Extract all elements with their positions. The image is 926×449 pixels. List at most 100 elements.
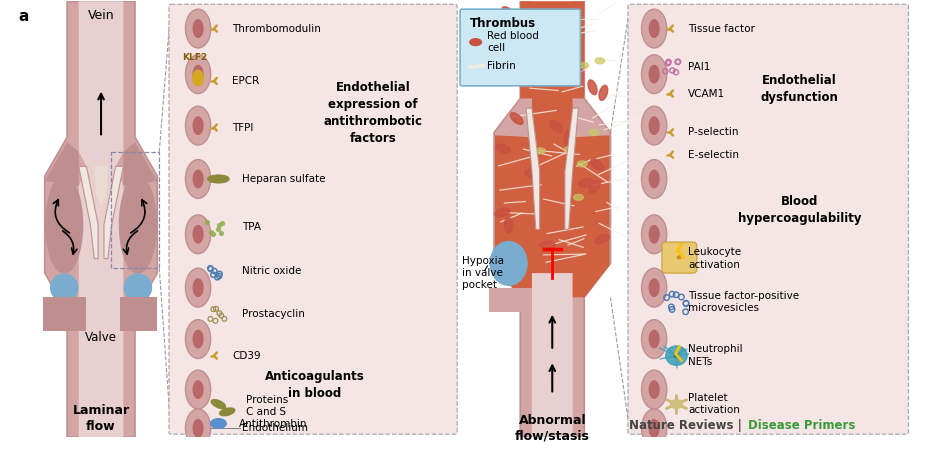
Point: [208, 317, 223, 324]
Ellipse shape: [649, 66, 659, 83]
Ellipse shape: [540, 242, 556, 249]
Text: a: a: [19, 9, 29, 24]
Ellipse shape: [185, 409, 211, 448]
Polygon shape: [79, 1, 123, 437]
Text: Disease Primers: Disease Primers: [748, 419, 856, 432]
Text: Red blood
cell: Red blood cell: [487, 31, 539, 53]
Ellipse shape: [649, 420, 659, 437]
Point: [212, 273, 227, 280]
Point: [212, 310, 227, 317]
Point: [665, 306, 680, 313]
Text: Endothelial
expression of
antithrombotic
factors: Endothelial expression of antithrombotic…: [323, 81, 422, 145]
Polygon shape: [120, 297, 157, 331]
Ellipse shape: [194, 420, 203, 437]
Point: [669, 291, 683, 298]
Ellipse shape: [490, 242, 527, 285]
Ellipse shape: [649, 279, 659, 296]
Polygon shape: [123, 142, 157, 186]
Point: [669, 69, 683, 76]
Ellipse shape: [589, 130, 599, 136]
Point: [665, 291, 680, 298]
Point: [204, 265, 219, 273]
Ellipse shape: [642, 106, 667, 145]
Ellipse shape: [505, 218, 512, 233]
Point: [214, 312, 229, 319]
Text: E-selectin: E-selectin: [688, 150, 739, 160]
Text: VCAM1: VCAM1: [688, 88, 725, 99]
Text: CD39: CD39: [232, 351, 261, 361]
Bar: [111, 152, 159, 268]
Ellipse shape: [211, 418, 226, 428]
Ellipse shape: [564, 130, 572, 146]
Point: [215, 219, 230, 226]
Text: Valve: Valve: [85, 331, 117, 344]
Text: Tissue factor-positive
microvesicles: Tissue factor-positive microvesicles: [688, 291, 799, 313]
Ellipse shape: [119, 176, 156, 273]
Ellipse shape: [564, 147, 574, 153]
Ellipse shape: [573, 194, 583, 200]
Ellipse shape: [666, 346, 687, 365]
Point: [670, 58, 685, 66]
Ellipse shape: [642, 215, 667, 254]
Ellipse shape: [194, 279, 203, 296]
Polygon shape: [94, 166, 107, 205]
Polygon shape: [489, 288, 532, 312]
Point: [203, 315, 218, 322]
Polygon shape: [565, 108, 579, 229]
Point: [206, 306, 220, 313]
Ellipse shape: [185, 320, 211, 358]
Point: [212, 270, 227, 277]
Text: EPCR: EPCR: [232, 76, 259, 86]
Ellipse shape: [642, 320, 667, 358]
Text: Antithrombin: Antithrombin: [239, 418, 307, 428]
Polygon shape: [532, 1, 572, 437]
Text: Platelet
activation: Platelet activation: [688, 393, 740, 415]
Ellipse shape: [185, 9, 211, 48]
Point: [679, 299, 694, 307]
Ellipse shape: [219, 408, 235, 416]
Text: Neutrophil
NETs: Neutrophil NETs: [688, 344, 743, 367]
Ellipse shape: [207, 175, 229, 183]
Ellipse shape: [502, 7, 515, 18]
Ellipse shape: [579, 179, 594, 187]
Point: [670, 58, 685, 66]
FancyBboxPatch shape: [460, 9, 581, 86]
Text: b: b: [460, 9, 471, 24]
Ellipse shape: [194, 117, 203, 134]
Point: [208, 305, 223, 313]
Ellipse shape: [194, 381, 203, 398]
Point: [211, 222, 226, 229]
Ellipse shape: [589, 180, 600, 194]
Point: [659, 294, 674, 301]
Text: Laminar
flow: Laminar flow: [72, 404, 130, 433]
Ellipse shape: [599, 85, 607, 100]
Ellipse shape: [649, 20, 659, 37]
Point: [664, 304, 679, 311]
Text: Anticoagulants
in blood: Anticoagulants in blood: [265, 370, 365, 400]
FancyBboxPatch shape: [628, 4, 908, 434]
Ellipse shape: [185, 370, 211, 409]
Ellipse shape: [579, 62, 589, 68]
Point: [657, 68, 672, 75]
Point: [678, 308, 693, 315]
Point: [207, 268, 222, 275]
Text: Tissue factor: Tissue factor: [688, 23, 755, 34]
Text: TPA: TPA: [242, 223, 261, 233]
FancyBboxPatch shape: [169, 4, 457, 434]
Point: [206, 230, 220, 237]
Ellipse shape: [185, 55, 211, 93]
Ellipse shape: [51, 274, 78, 301]
Text: Heparan sulfate: Heparan sulfate: [242, 174, 325, 184]
Ellipse shape: [528, 65, 537, 71]
Ellipse shape: [185, 159, 211, 198]
Point: [210, 225, 225, 232]
Ellipse shape: [185, 215, 211, 254]
Text: Nature Reviews |: Nature Reviews |: [630, 419, 746, 432]
Ellipse shape: [124, 274, 152, 301]
Ellipse shape: [569, 60, 579, 75]
Point: [200, 219, 215, 226]
Ellipse shape: [569, 61, 582, 71]
FancyBboxPatch shape: [662, 242, 697, 273]
Polygon shape: [79, 166, 98, 259]
Point: [679, 300, 694, 307]
